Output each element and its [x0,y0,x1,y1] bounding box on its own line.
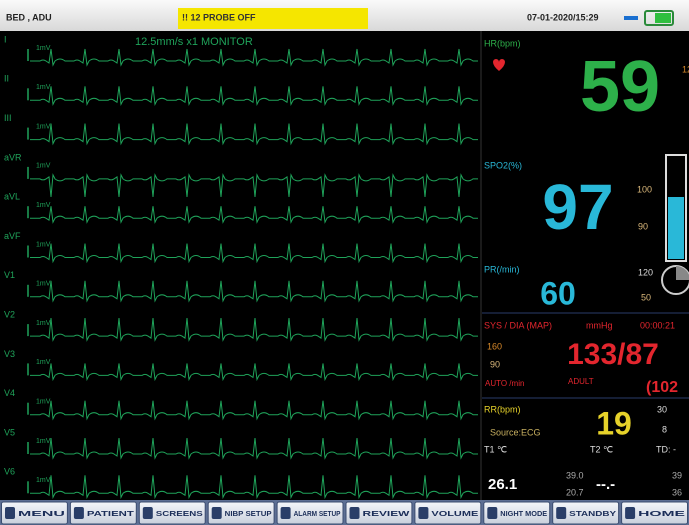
menu-icon [418,507,428,519]
hr-limit: 12 [682,64,689,74]
pr-value: 60 [540,275,576,311]
menu-label: SCREENS [156,511,203,518]
hr-label: HR(bpm) [484,38,521,48]
td-label: TD: - [656,444,676,454]
t2-lower: 36 [672,487,682,497]
menu-icon [281,507,291,519]
t1-upper: 39.0 [566,470,584,480]
lead-name: aVF [4,231,21,241]
lead-name: V5 [4,427,15,437]
alarm-text: !! 12 PROBE OFF [182,12,256,22]
t2-value: --.- [596,476,615,493]
hr-value: 59 [580,47,660,127]
lead-scale: 1mV [36,123,51,130]
lead-name: II [4,74,9,84]
menu-label: REVIEW [363,511,411,518]
nibp-mode: AUTO /min [485,379,524,388]
t1-lower: 20.7 [566,487,584,497]
spo2-value: 97 [542,171,613,243]
lead-scale: 1mV [36,84,51,91]
lead-name: V1 [4,270,15,280]
menu-label: NIGHT MODE [500,511,547,518]
nibp-map: (102 [646,379,678,396]
rr-source: Source:ECG [490,427,541,437]
menu-icon [350,507,360,519]
menu-icon [143,507,153,519]
lead-scale: 1mV [36,438,51,445]
pr-label: PR(/min) [484,264,520,274]
lead-scale: 1mV [36,163,51,170]
lead-name: V4 [4,388,15,398]
t2-label: T2 ℃ [590,444,613,454]
menu-icon [5,507,15,519]
lead-name: V6 [4,467,15,477]
nibp-label: SYS / DIA (MAP) [484,320,552,330]
lead-scale: 1mV [36,281,51,288]
menu-icon [556,507,566,519]
nibp-unit: mmHg [586,320,613,330]
lead-scale: 1mV [36,241,51,248]
lead-scale: 1mV [36,320,51,327]
spo2-upper: 100 [637,184,652,194]
lead-name: V3 [4,349,15,359]
lead-name: aVL [4,192,20,202]
lead-name: V2 [4,309,15,319]
pleth-bar-fill [668,197,684,259]
spo2-label: SPO2(%) [484,160,522,170]
menu-label: STANDBY [569,511,616,518]
menu-label: NIBP SETUP [225,511,272,518]
lead-scale: 1mV [36,359,51,366]
menu-label: HOME [638,511,686,518]
menu-icon [625,507,635,519]
rr-upper: 30 [657,404,667,414]
spo2-lower: 90 [638,221,648,231]
connection-icon [624,16,638,20]
pr-upper: 120 [638,267,653,277]
lead-scale: 1mV [36,45,51,52]
datetime: 07-01-2020/15:29 [527,12,599,22]
bed-label: BED , ADU [6,12,52,22]
lead-name: I [4,34,7,44]
t1-value: 26.1 [488,476,517,493]
menu-icon [487,507,497,519]
sweep-label: 12.5mm/s x1 MONITOR [135,36,253,48]
pr-lower: 50 [641,292,651,302]
monitor-screen: BED , ADU !! 12 PROBE OFF 07-01-2020/15:… [0,0,689,525]
lead-scale: 1mV [36,202,51,209]
lead-name: III [4,113,12,123]
menu-label: VOLUME [431,511,478,518]
lead-name: aVR [4,152,22,162]
menu-icon [74,507,84,519]
menu-label: MENU [18,511,65,518]
lead-scale: 1mV [36,399,51,406]
nibp-value: 133/87 [567,338,659,371]
t2-upper: 39 [672,470,682,480]
menu-label: ALARM SETUP [294,511,341,518]
rr-lower: 8 [662,424,667,434]
menu-icon [212,507,222,519]
nibp-lower: 90 [490,359,500,369]
rr-value: 19 [596,405,632,441]
nibp-timer: 00:00:21 [640,320,675,330]
rr-label: RR(bpm) [484,404,521,414]
menu-label: PATIENT [87,511,135,518]
t1-label: T1 ℃ [484,444,507,454]
nibp-upper: 160 [487,341,502,351]
battery-level [655,13,671,23]
nibp-patient: ADULT [568,377,594,386]
lead-scale: 1mV [36,477,51,484]
